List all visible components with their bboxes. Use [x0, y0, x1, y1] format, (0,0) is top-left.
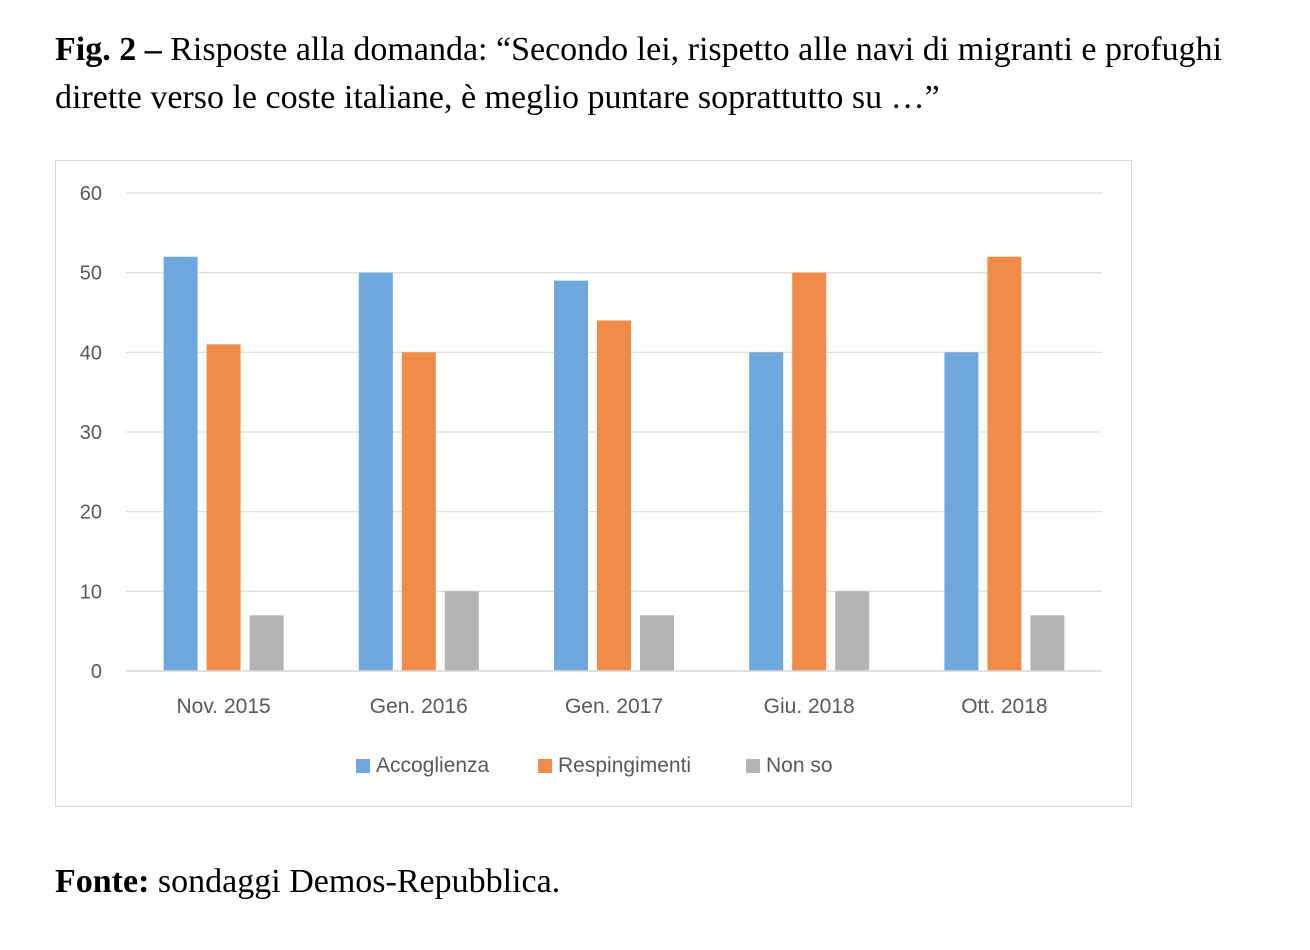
legend-label: Accoglienza	[376, 754, 490, 777]
bar-respingimenti	[987, 256, 1022, 671]
bar-chart: 0 10 20 30 40 50 60 Nov. 2015 Gen. 2016 Gen. 2017…	[80, 183, 1102, 777]
legend-swatch-respingimenti	[538, 759, 552, 773]
bar-accoglienza	[358, 272, 393, 671]
bar-non-so	[835, 591, 870, 671]
y-tick-label: 50	[80, 263, 102, 285]
bar-accoglienza	[163, 256, 198, 671]
y-tick-label: 60	[80, 183, 102, 205]
chart-container: 0 10 20 30 40 50 60 Nov. 2015 Gen. 2016 Gen. 2017…	[55, 160, 1132, 807]
bar-non-so	[640, 615, 674, 671]
x-category-label: Nov. 2015	[177, 695, 271, 718]
source-text: sondaggi Demos-Repubblica.	[157, 863, 561, 900]
y-tick-label: 30	[80, 422, 102, 444]
x-category-label: Gen. 2017	[565, 695, 663, 718]
y-tick-label: 20	[80, 502, 102, 524]
source-label: Fonte:	[55, 863, 150, 900]
y-tick-label: 10	[80, 581, 102, 603]
bar-respingimenti	[206, 344, 241, 671]
figure-caption-text: Risposte alla domanda: “Secondo lei, ris…	[55, 31, 1223, 116]
figure-caption: Fig. 2 – Risposte alla domanda: “Secondo…	[55, 26, 1275, 122]
bar-respingimenti	[597, 320, 631, 671]
bar-accoglienza	[554, 280, 588, 671]
legend-label: Respingimenti	[558, 754, 691, 777]
y-tick-label: 0	[91, 661, 102, 683]
bar-accoglienza	[749, 352, 784, 671]
x-category-label: Gen. 2016	[370, 695, 468, 718]
legend-swatch-non-so	[746, 759, 760, 773]
bar-respingimenti	[401, 352, 436, 671]
legend-swatch-accoglienza	[356, 759, 370, 773]
source-note: Fonte: sondaggi Demos-Repubblica.	[55, 860, 560, 904]
bar-non-so	[1030, 615, 1065, 671]
bar-non-so	[249, 615, 284, 671]
legend-label: Non so	[766, 754, 833, 777]
figure-label: Fig. 2 –	[55, 31, 162, 68]
x-category-label: Ott. 2018	[961, 695, 1047, 718]
x-category-label: Giu. 2018	[764, 695, 855, 718]
bar-non-so	[444, 591, 479, 671]
y-tick-label: 40	[80, 342, 102, 364]
bar-respingimenti	[792, 272, 827, 671]
bar-accoglienza	[944, 352, 979, 671]
